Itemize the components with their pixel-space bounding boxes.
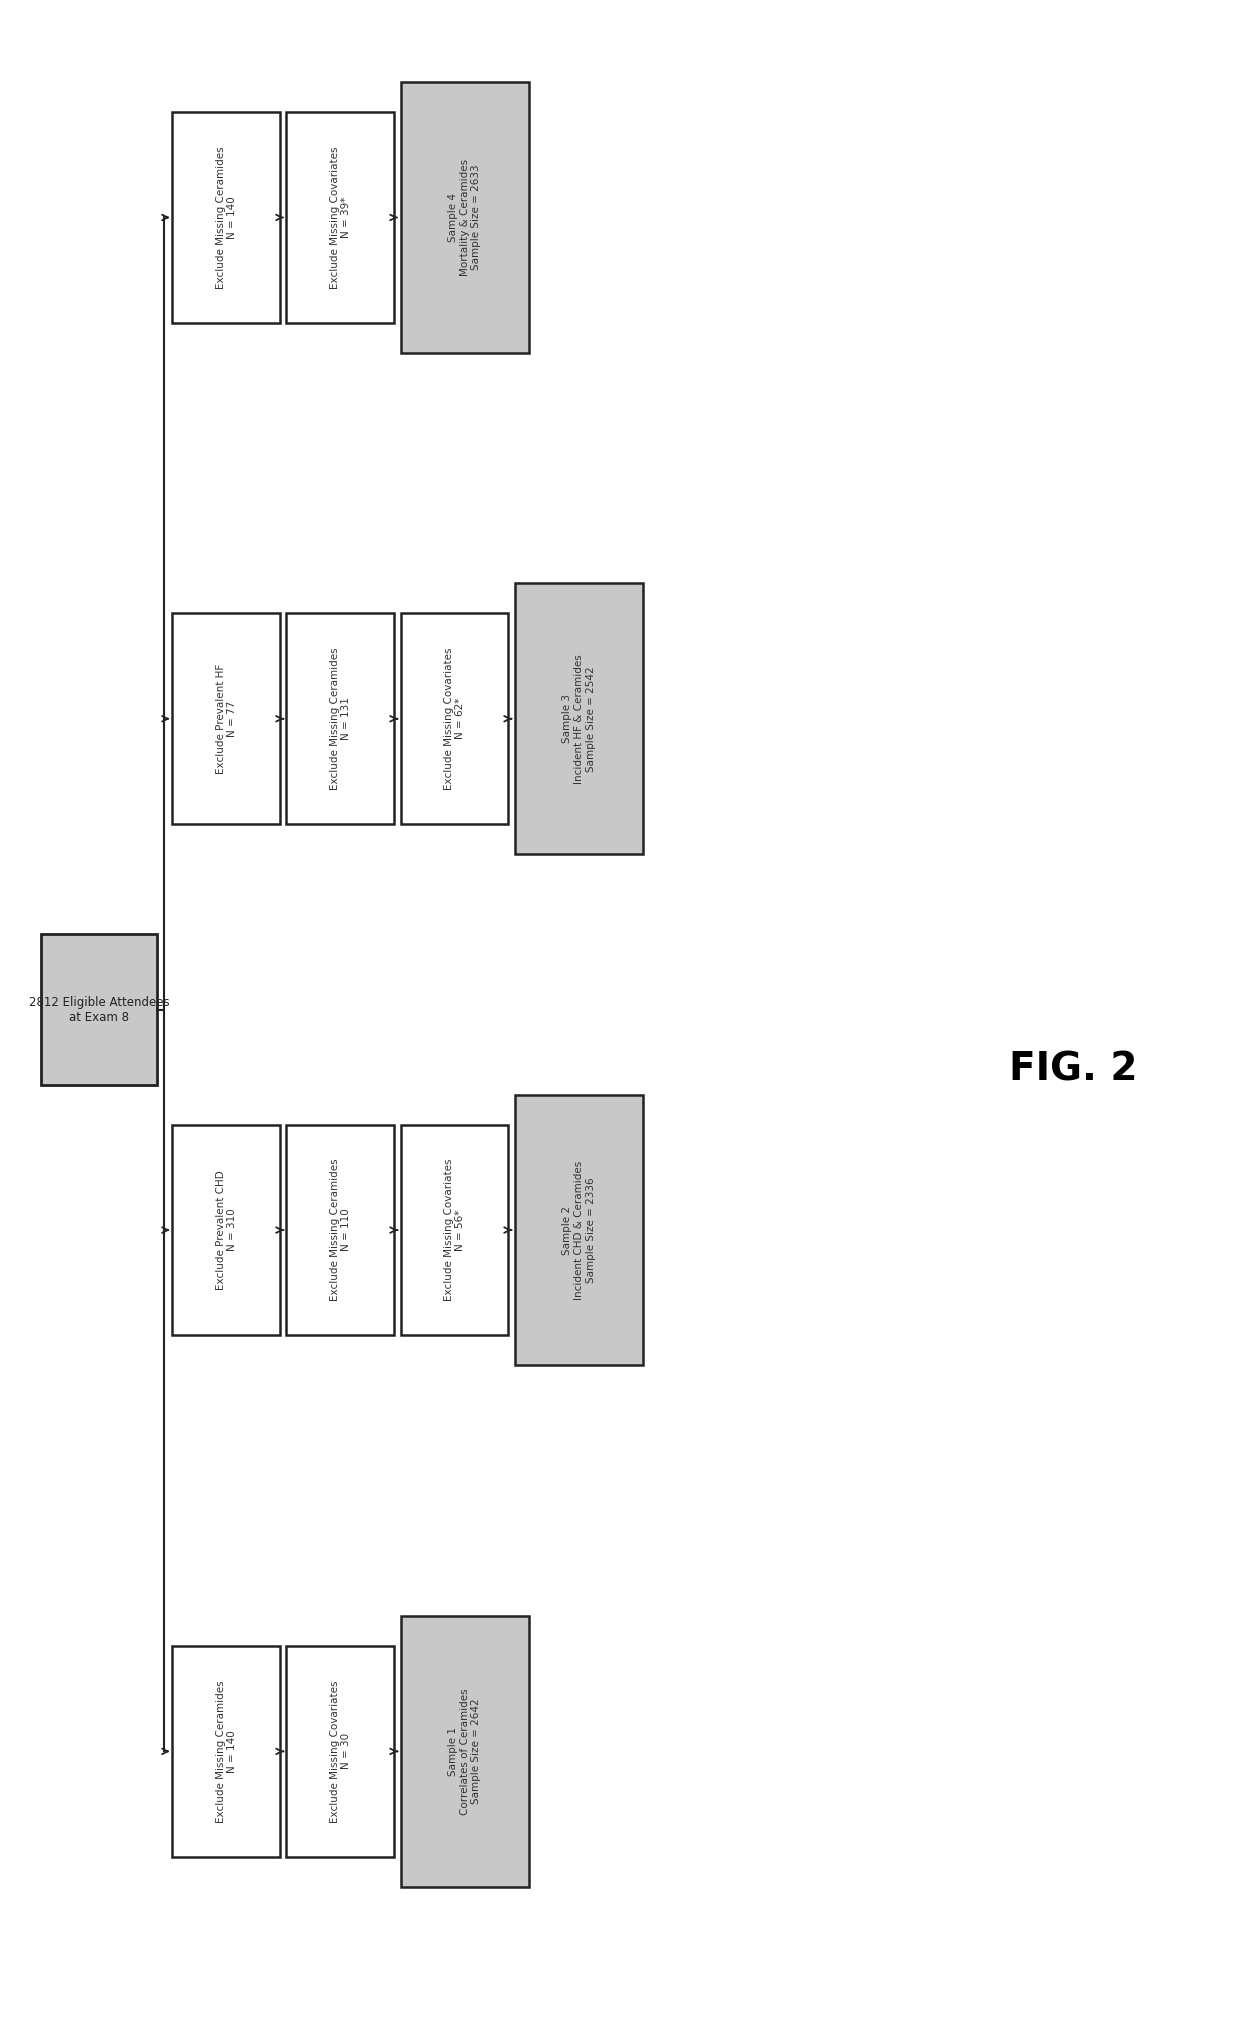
FancyBboxPatch shape bbox=[515, 1094, 644, 1365]
FancyBboxPatch shape bbox=[401, 614, 508, 824]
Text: Exclude Prevalent HF
N = 77: Exclude Prevalent HF N = 77 bbox=[216, 664, 237, 773]
FancyBboxPatch shape bbox=[172, 113, 280, 323]
Text: Exclude Missing Ceramides
N = 140: Exclude Missing Ceramides N = 140 bbox=[216, 1680, 237, 1823]
FancyBboxPatch shape bbox=[41, 935, 157, 1084]
Text: Exclude Missing Covariates
N = 30: Exclude Missing Covariates N = 30 bbox=[330, 1680, 351, 1823]
FancyBboxPatch shape bbox=[515, 583, 644, 854]
FancyBboxPatch shape bbox=[401, 83, 529, 353]
FancyBboxPatch shape bbox=[286, 1645, 394, 1857]
Text: Sample 1
Correlates of Ceramides
Sample Size = 2642: Sample 1 Correlates of Ceramides Sample … bbox=[449, 1688, 481, 1815]
FancyBboxPatch shape bbox=[172, 1125, 280, 1335]
Text: Exclude Missing Covariates
N = 39*: Exclude Missing Covariates N = 39* bbox=[330, 145, 351, 289]
FancyBboxPatch shape bbox=[286, 614, 394, 824]
FancyBboxPatch shape bbox=[286, 113, 394, 323]
Text: Sample 3
Incident HF & Ceramides
Sample Size = 2542: Sample 3 Incident HF & Ceramides Sample … bbox=[562, 654, 595, 783]
FancyBboxPatch shape bbox=[401, 1615, 529, 1886]
Text: Sample 4
Mortality & Ceramides
Sample Size = 2633: Sample 4 Mortality & Ceramides Sample Si… bbox=[449, 160, 481, 277]
Text: Exclude Missing Ceramides
N = 131: Exclude Missing Ceramides N = 131 bbox=[330, 648, 351, 789]
Text: Exclude Missing Covariates
N = 56*: Exclude Missing Covariates N = 56* bbox=[444, 1159, 465, 1302]
FancyBboxPatch shape bbox=[172, 614, 280, 824]
Text: Sample 2
Incident CHD & Ceramides
Sample Size = 2336: Sample 2 Incident CHD & Ceramides Sample… bbox=[562, 1161, 595, 1300]
Text: Exclude Missing Covariates
N = 62*: Exclude Missing Covariates N = 62* bbox=[444, 648, 465, 789]
FancyBboxPatch shape bbox=[401, 1125, 508, 1335]
Text: 2812 Eligible Attendees
at Exam 8: 2812 Eligible Attendees at Exam 8 bbox=[29, 995, 169, 1024]
Text: Exclude Missing Ceramides
N = 140: Exclude Missing Ceramides N = 140 bbox=[216, 145, 237, 289]
Text: Exclude Prevalent CHD
N = 310: Exclude Prevalent CHD N = 310 bbox=[216, 1171, 237, 1290]
Text: Exclude Missing Ceramides
N = 110: Exclude Missing Ceramides N = 110 bbox=[330, 1159, 351, 1302]
FancyBboxPatch shape bbox=[172, 1645, 280, 1857]
Text: FIG. 2: FIG. 2 bbox=[1009, 1050, 1138, 1088]
FancyBboxPatch shape bbox=[286, 1125, 394, 1335]
